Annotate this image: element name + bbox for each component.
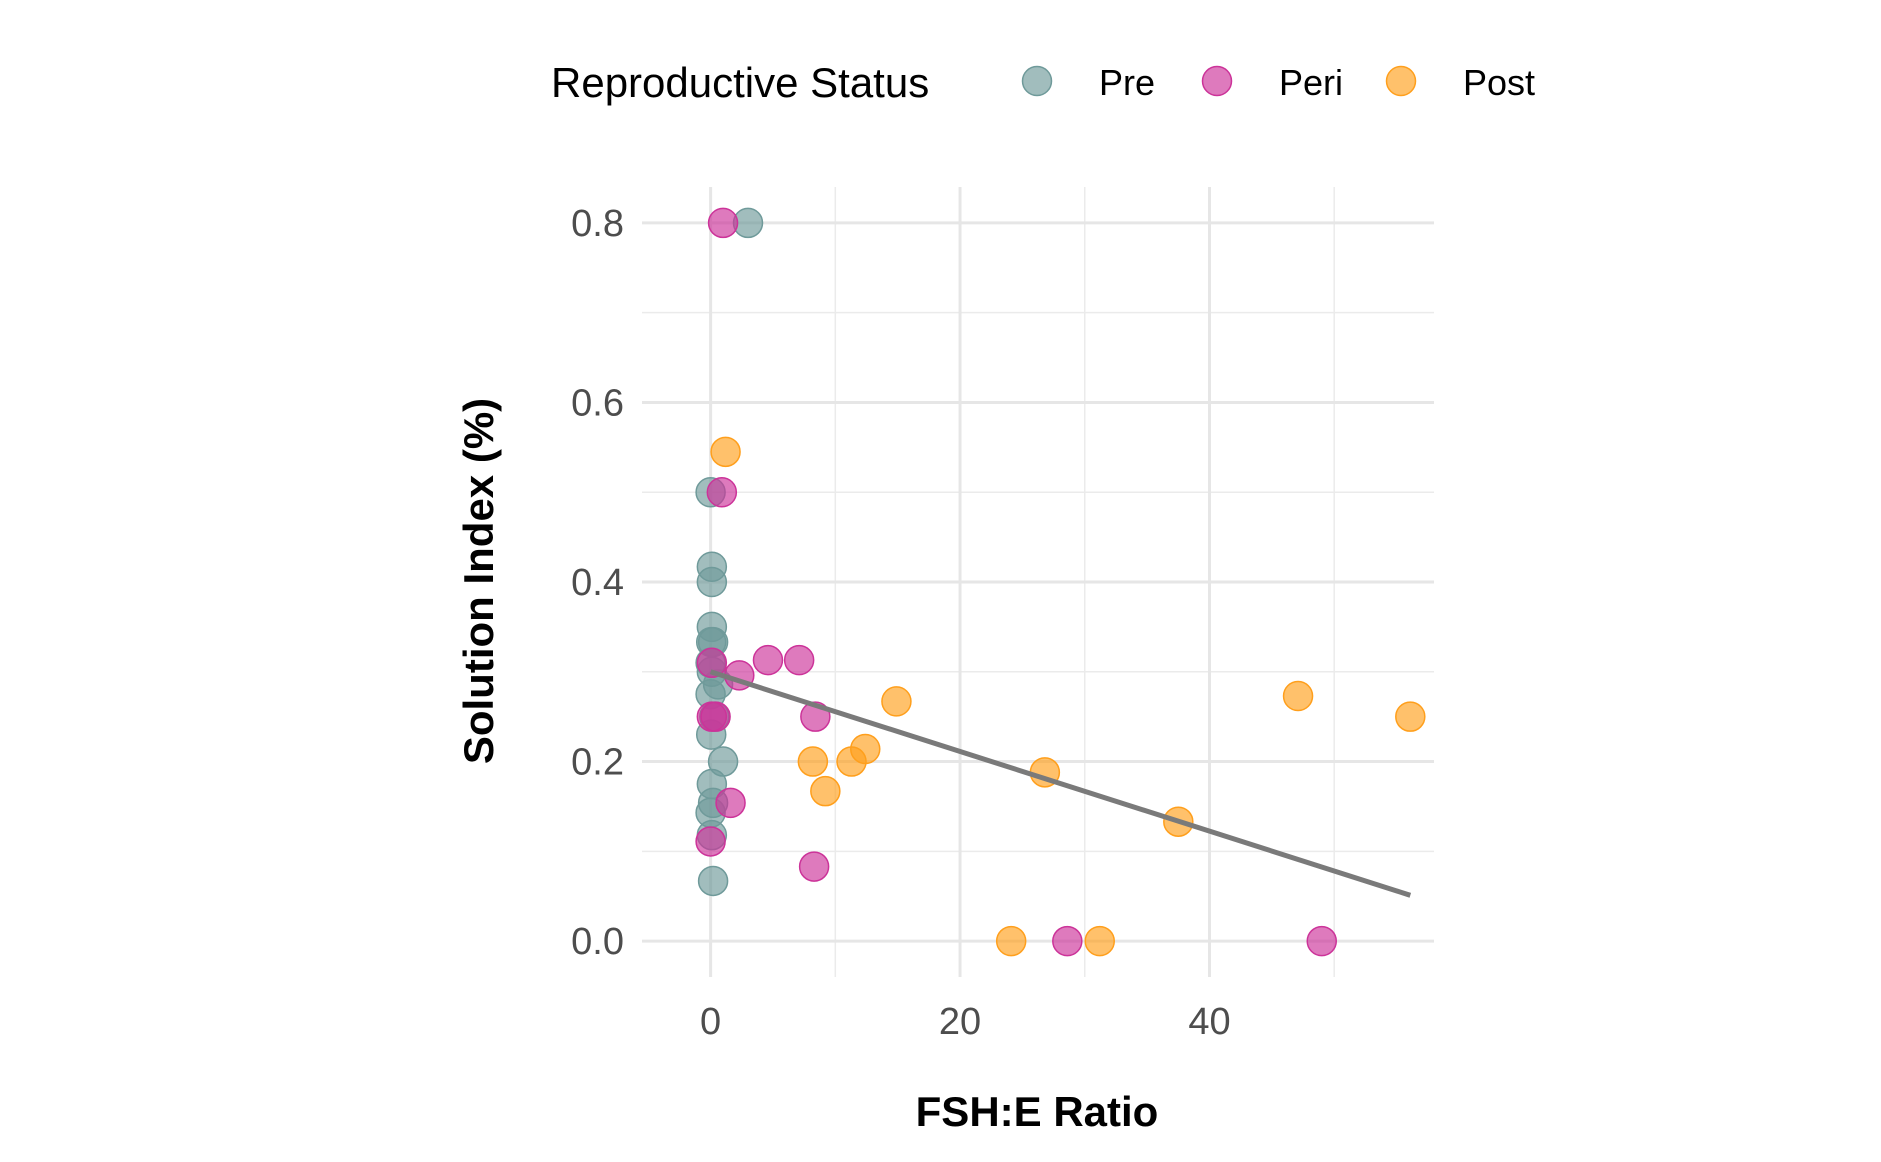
legend: Reproductive Status Pre Peri Post — [551, 59, 1535, 106]
legend-label-peri: Peri — [1279, 62, 1343, 103]
data-point-pre — [696, 566, 728, 598]
legend-label-post: Post — [1463, 62, 1535, 103]
y-tick-label: 0.2 — [571, 742, 624, 784]
x-tick-label: 40 — [1188, 1001, 1230, 1043]
data-point-peri — [695, 826, 726, 857]
data-point-peri — [696, 701, 728, 732]
data-point-post — [850, 733, 881, 765]
data-point-peri — [696, 647, 728, 679]
x-axis-title: FSH:E Ratio — [916, 1088, 1159, 1135]
data-point-post — [1084, 925, 1115, 957]
data-point-post — [710, 436, 741, 468]
x-tick-label: 0 — [700, 1001, 721, 1043]
legend-key-pre — [1021, 65, 1053, 97]
data-point-peri — [707, 207, 739, 239]
y-tick-label: 0.4 — [571, 562, 624, 604]
points-layer — [695, 207, 1426, 957]
tick-labels: 0 20 40 0.0 0.2 0.4 0.6 0.8 — [571, 203, 1230, 1043]
data-point-peri — [752, 644, 784, 676]
data-point-peri — [706, 476, 738, 508]
y-axis-title: Solution Index (%) — [455, 398, 502, 764]
y-tick-label: 0.6 — [571, 382, 624, 424]
data-point-post — [1282, 680, 1314, 712]
grid — [642, 187, 1434, 977]
data-point-peri — [1306, 925, 1337, 957]
legend-key-post — [1385, 65, 1417, 97]
legend-key-peri — [1201, 65, 1233, 97]
trend-line — [709, 669, 1412, 898]
data-point-post — [881, 686, 912, 717]
data-point-post — [797, 746, 829, 777]
y-tick-label: 0.0 — [571, 921, 624, 963]
data-point-post — [1395, 701, 1426, 732]
data-point-post — [810, 775, 841, 807]
legend-title: Reproductive Status — [551, 59, 929, 106]
legend-label-pre: Pre — [1099, 62, 1155, 103]
data-point-peri — [783, 644, 815, 676]
data-point-peri — [1052, 925, 1083, 957]
data-point-peri — [715, 787, 746, 819]
data-point-peri — [798, 851, 830, 882]
x-tick-label: 20 — [939, 1001, 981, 1043]
data-point-pre — [697, 865, 729, 897]
y-tick-label: 0.8 — [571, 203, 624, 245]
data-point-post — [995, 925, 1027, 957]
